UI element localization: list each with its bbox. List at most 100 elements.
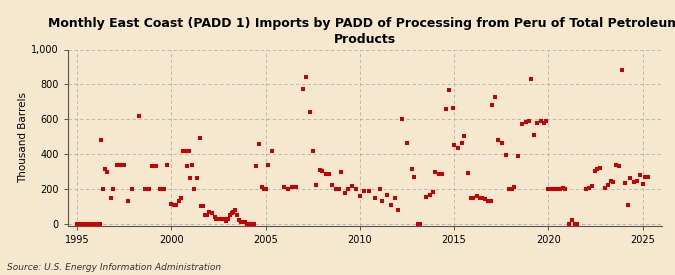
Point	[640, 175, 651, 179]
Point	[571, 222, 582, 226]
Point	[587, 184, 597, 188]
Point	[456, 141, 467, 145]
Point	[520, 120, 531, 124]
Point	[471, 194, 482, 198]
Point	[506, 187, 517, 191]
Point	[547, 187, 558, 191]
Point	[424, 193, 435, 197]
Point	[504, 187, 514, 191]
Point	[625, 176, 636, 181]
Point	[343, 187, 354, 191]
Point	[263, 162, 274, 167]
Point	[177, 149, 188, 154]
Point	[158, 187, 169, 191]
Point	[589, 168, 600, 173]
Point	[85, 222, 96, 226]
Point	[307, 148, 318, 153]
Point	[350, 187, 361, 191]
Point	[605, 179, 616, 183]
Point	[256, 185, 267, 189]
Point	[382, 193, 393, 197]
Point	[489, 94, 500, 99]
Point	[468, 196, 479, 200]
Point	[86, 222, 97, 226]
Point	[595, 166, 605, 170]
Point	[166, 202, 177, 206]
Title: Monthly East Coast (PADD 1) Imports by PADD of Processing from Peru of Total Pet: Monthly East Coast (PADD 1) Imports by P…	[49, 16, 675, 46]
Point	[369, 196, 380, 201]
Text: Source: U.S. Energy Information Administration: Source: U.S. Energy Information Administ…	[7, 263, 221, 272]
Point	[81, 222, 92, 226]
Point	[402, 141, 412, 145]
Point	[300, 75, 311, 79]
Point	[213, 216, 223, 221]
Point	[283, 187, 294, 191]
Point	[501, 153, 512, 157]
Point	[632, 179, 643, 183]
Point	[226, 211, 237, 216]
Point	[580, 187, 591, 191]
Point	[448, 106, 458, 110]
Point	[304, 110, 315, 114]
Point	[180, 148, 191, 153]
Point	[440, 106, 451, 111]
Point	[241, 222, 252, 226]
Point	[76, 222, 86, 226]
Point	[592, 167, 603, 171]
Point	[523, 119, 534, 123]
Point	[614, 164, 624, 169]
Point	[321, 172, 331, 176]
Point	[628, 180, 639, 184]
Point	[557, 186, 568, 190]
Point	[119, 162, 130, 167]
Point	[105, 196, 116, 201]
Point	[173, 199, 184, 203]
Point	[254, 141, 265, 146]
Point	[204, 209, 215, 214]
Point	[182, 164, 192, 169]
Point	[286, 185, 297, 189]
Point	[452, 146, 463, 150]
Point	[155, 187, 165, 191]
Point	[171, 202, 182, 207]
Point	[583, 186, 594, 190]
Point	[311, 183, 322, 188]
Point	[564, 222, 574, 226]
Point	[497, 141, 508, 145]
Point	[290, 185, 301, 189]
Point	[466, 196, 477, 200]
Point	[543, 187, 554, 191]
Point	[541, 119, 552, 123]
Point	[111, 163, 122, 167]
Point	[529, 133, 539, 137]
Point	[234, 218, 244, 222]
Point	[622, 203, 633, 208]
Point	[483, 199, 493, 203]
Point	[409, 175, 420, 179]
Point	[77, 222, 88, 226]
Point	[102, 170, 113, 175]
Point	[474, 196, 485, 201]
Point	[354, 194, 365, 198]
Point	[335, 170, 346, 175]
Point	[509, 185, 520, 189]
Point	[211, 216, 222, 221]
Point	[480, 197, 491, 202]
Point	[513, 154, 524, 158]
Point	[560, 187, 571, 191]
Point	[267, 149, 277, 154]
Point	[493, 138, 504, 142]
Point	[385, 203, 396, 208]
Point	[90, 222, 101, 226]
Point	[115, 162, 126, 167]
Point	[232, 213, 242, 217]
Point	[611, 163, 622, 167]
Point	[140, 187, 151, 191]
Point	[485, 199, 496, 203]
Point	[374, 187, 385, 191]
Point	[279, 185, 290, 189]
Point	[331, 187, 342, 191]
Point	[96, 138, 107, 142]
Point	[162, 162, 173, 167]
Point	[126, 187, 137, 191]
